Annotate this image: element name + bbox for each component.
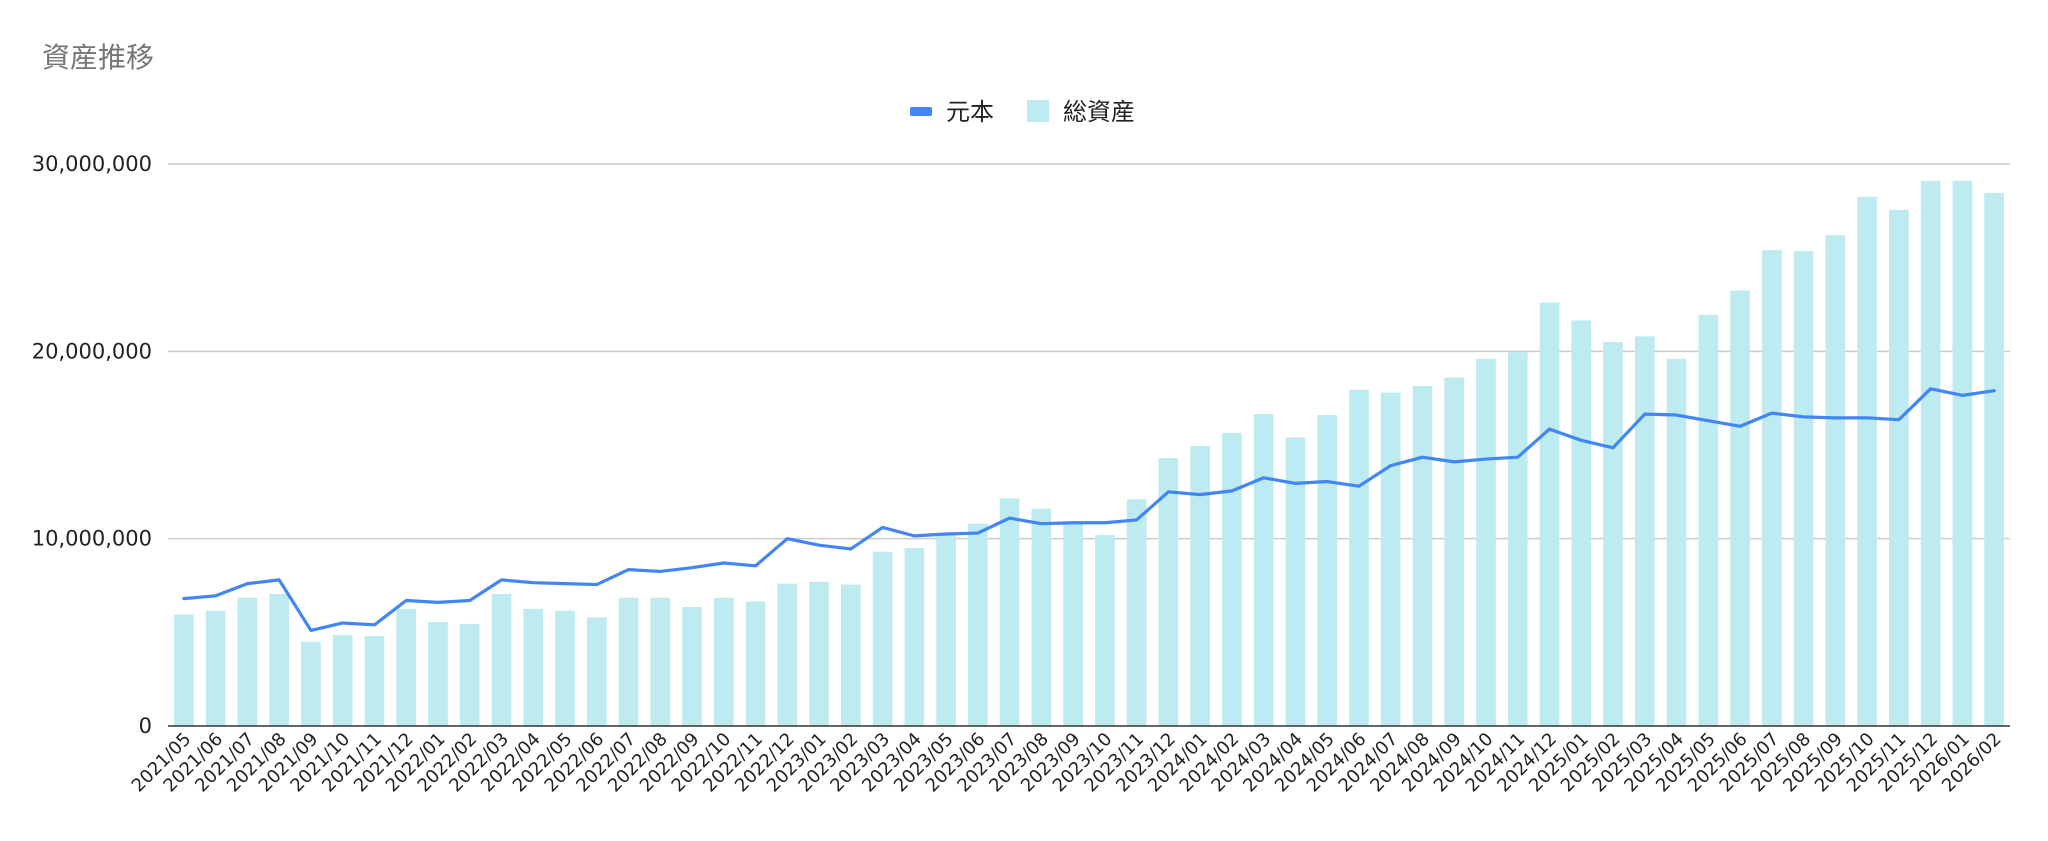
total-assets-bar [1095, 534, 1115, 726]
total-assets-bar [1857, 196, 1877, 727]
total-assets-bar [872, 551, 893, 726]
total-assets-bar [1571, 320, 1592, 726]
total-assets-bar [1888, 209, 1909, 726]
total-assets-bar [713, 597, 734, 726]
total-assets-bar [936, 534, 956, 726]
total-assets-bar [555, 610, 575, 726]
total-assets-bars [174, 180, 2004, 727]
total-assets-bar [1507, 352, 1528, 726]
total-assets-bar [523, 608, 544, 726]
total-assets-bar [1539, 302, 1560, 726]
total-assets-bar [1952, 180, 1973, 727]
total-assets-bar [1698, 314, 1719, 726]
total-assets-bar [1126, 499, 1147, 726]
total-assets-bar [650, 597, 671, 726]
legend: 元本 総資産 [910, 98, 1135, 126]
total-assets-bar [1476, 358, 1496, 726]
total-assets-bar [1222, 432, 1242, 726]
total-assets-bar [586, 617, 607, 726]
y-axis-tick-labels: 0 10,000,000 20,000,000 30,000,000 [32, 152, 152, 738]
total-assets-bar [1349, 389, 1369, 726]
total-assets-bar [1285, 437, 1306, 726]
total-assets-bar [682, 607, 702, 726]
legend-line-swatch [910, 107, 932, 116]
total-assets-bar [301, 641, 321, 726]
total-assets-bar [1603, 341, 1623, 726]
total-assets-bar [1984, 193, 2004, 726]
total-assets-bar [332, 635, 353, 726]
total-assets-bar [1380, 392, 1401, 726]
total-assets-bar [396, 608, 417, 726]
total-assets-bar [364, 636, 385, 726]
total-assets-bar [1444, 377, 1465, 726]
y-tick-label: 0 [139, 714, 152, 738]
total-assets-bar [491, 593, 512, 726]
total-assets-bar [237, 597, 258, 726]
total-assets-bar [809, 581, 829, 726]
total-assets-bar [205, 610, 226, 726]
x-axis-tick-labels: 2021/052021/062021/072021/082021/092021/… [128, 729, 2006, 797]
total-assets-bar [428, 622, 448, 726]
y-tick-label: 20,000,000 [32, 339, 152, 363]
total-assets-bar [1761, 250, 1782, 726]
total-assets-bar [1793, 251, 1814, 727]
total-assets-bar [1190, 445, 1211, 726]
total-assets-bar [1317, 415, 1338, 726]
principal-line-series [182, 387, 1996, 633]
total-assets-bar [1634, 336, 1655, 726]
total-assets-bar [1666, 358, 1687, 726]
total-assets-bar [777, 583, 798, 726]
total-assets-bar [1031, 508, 1052, 726]
legend-label-principal: 元本 [946, 98, 994, 126]
total-assets-bar [967, 523, 988, 726]
total-assets-bar [999, 498, 1020, 726]
total-assets-bar [840, 584, 861, 726]
y-tick-label: 10,000,000 [32, 527, 152, 551]
total-assets-bar [269, 593, 290, 726]
total-assets-bar [459, 623, 480, 726]
total-assets-bar [1253, 414, 1274, 726]
total-assets-bar [1158, 458, 1179, 726]
total-assets-bar [745, 601, 766, 726]
legend-label-total-assets: 総資産 [1063, 98, 1135, 126]
total-assets-bar [904, 548, 925, 726]
total-assets-bar [174, 614, 194, 726]
total-assets-bar [1412, 385, 1433, 726]
total-assets-bar [1730, 290, 1750, 726]
total-assets-bar [1920, 180, 1941, 727]
total-assets-bar [618, 597, 639, 726]
principal-line [182, 387, 1996, 633]
total-assets-bar [1825, 235, 1846, 727]
chart-title: 資産推移 [42, 41, 155, 74]
legend-bar-swatch [1027, 100, 1049, 122]
total-assets-bar [1063, 523, 1083, 726]
y-tick-label: 30,000,000 [32, 152, 152, 176]
